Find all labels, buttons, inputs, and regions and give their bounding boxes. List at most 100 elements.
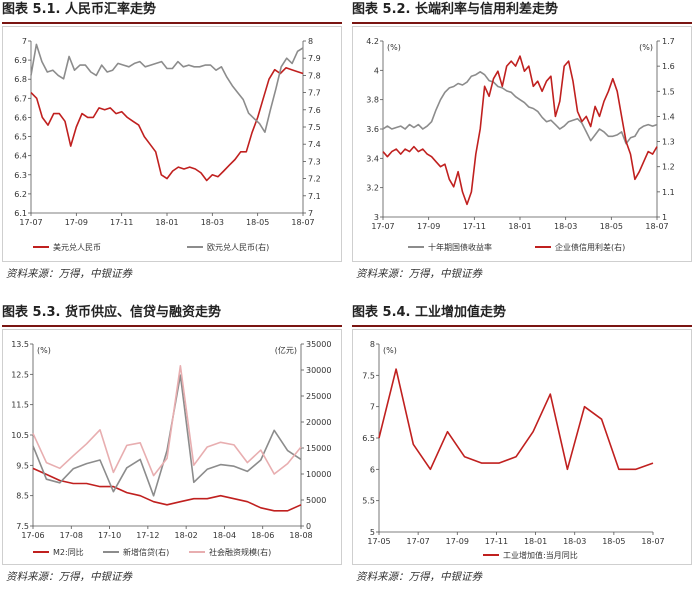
y-tick-label-left: 4 — [374, 66, 379, 75]
y-tick-label-right: 8 — [308, 37, 313, 46]
series-line-2 — [382, 55, 658, 206]
y-tick-label-left: 9.5 — [16, 461, 29, 470]
y-tick-label-left: 3.4 — [366, 154, 379, 163]
rates-spreads-chart: 3 3.2 3.4 3.6 3.8 4 4.2 1 1.1 1.2 1.3 1.4 1.5 1.6 1.7 (… — [366, 37, 675, 252]
y-tick-label-left: 3 — [374, 213, 379, 222]
legend-label: 工业增加值:当月同比 — [503, 550, 578, 560]
chart-title: 图表 5.2. 长端利率与信用利差走势 — [352, 0, 692, 24]
x-tick-label: 18-03 — [201, 218, 224, 227]
y-tick-label-left: 6.8 — [14, 75, 27, 84]
y-tick-label-left: 10.5 — [11, 431, 29, 440]
x-tick-label: 17-08 — [60, 531, 83, 540]
y-tick-label-left: 7 — [22, 37, 27, 46]
y-unit-left: (%) — [37, 346, 51, 355]
y-tick-label-right: 15000 — [306, 444, 331, 453]
series-line-1 — [382, 70, 658, 145]
y-tick-label-right: 7.6 — [308, 106, 321, 115]
y-tick-label-right: 7 — [308, 209, 313, 218]
source-note: 资料来源：万得，中银证券 — [356, 268, 482, 280]
x-tick-label: 17-11 — [485, 537, 508, 546]
series-line-1 — [30, 66, 304, 182]
chart-frame: 3 3.2 3.4 3.6 3.8 4 4.2 1 1.1 1.2 1.3 1.4 1.5 1.6 1.7 (… — [352, 26, 692, 262]
series-line-2 — [30, 43, 304, 133]
x-tick-label: 17-09 — [446, 537, 469, 546]
x-tick-label: 18-06 — [251, 531, 274, 540]
x-tick-label: 17-07 — [371, 222, 394, 231]
x-tick-label: 18-03 — [563, 537, 586, 546]
y-tick-label-left: 6.5 — [362, 434, 375, 443]
y-tick-label-left: 5.5 — [362, 497, 375, 506]
y-tick-label-left: 3.2 — [366, 184, 379, 193]
x-tick-label: 17-09 — [65, 218, 88, 227]
y-tick-label-right: 7.1 — [308, 192, 321, 201]
x-tick-label: 17-05 — [367, 537, 390, 546]
y-tick-label-right: 1.2 — [662, 163, 675, 172]
y-tick-label-right: 1.4 — [662, 112, 675, 121]
x-tick-label: 17-11 — [463, 222, 486, 231]
chart-frame: 5 5.5 6 6.5 7 7.5 8 (%) 17-05 17-07 17-09 17-11 18-0… — [352, 329, 692, 565]
y-tick-label-right: 5000 — [306, 496, 326, 505]
y-tick-label-left: 11.5 — [11, 401, 29, 410]
panel-rmb-exchange-rate: 图表 5.1. 人民币汇率走势 6.1 6.2 6.3 6.4 6.5 6.6 6.7 6.8… — [2, 0, 342, 290]
y-tick-label-left: 8 — [370, 340, 375, 349]
legend-label: 新增信贷(右) — [123, 547, 169, 557]
x-tick-label: 18-05 — [602, 537, 625, 546]
y-tick-label-right: 20000 — [306, 418, 331, 427]
x-tick-label: 18-05 — [600, 222, 623, 231]
chart-frame: 6.1 6.2 6.3 6.4 6.5 6.6 6.7 6.8 6.9 7 7 7.1 7.2 7.3 7.… — [2, 26, 342, 262]
y-tick-label-right: 7.2 — [308, 175, 321, 184]
x-tick-label: 18-03 — [554, 222, 577, 231]
y-tick-label-right: 7.4 — [308, 140, 321, 149]
y-tick-label-left: 6.4 — [14, 152, 27, 161]
x-tick-label: 17-06 — [21, 531, 44, 540]
panel-rates-and-spreads: 图表 5.2. 长端利率与信用利差走势 3 3.2 3.4 3.6 3.8 4 4.2 1 1.… — [352, 0, 692, 290]
x-tick-label: 18-04 — [213, 531, 236, 540]
y-tick-label-left: 6 — [370, 465, 375, 474]
x-tick-label: 18-05 — [246, 218, 269, 227]
x-tick-label: 18-02 — [175, 531, 198, 540]
legend-label: 十年期国债收益率 — [428, 242, 492, 252]
x-tick-label: 17-11 — [110, 218, 133, 227]
x-tick-label: 17-07 — [407, 537, 430, 546]
y-tick-label-left: 8.5 — [16, 492, 29, 501]
x-tick-label: 17-10 — [98, 531, 121, 540]
y-tick-label-right: 25000 — [306, 392, 331, 401]
y-tick-label-left: 5 — [370, 528, 375, 537]
x-tick-label: 18-07 — [641, 537, 664, 546]
source-note: 资料来源：万得，中银证券 — [356, 571, 482, 583]
y-tick-label-right: 30000 — [306, 366, 331, 375]
series-line-1 — [378, 368, 654, 471]
y-tick-label-left: 6.1 — [14, 209, 27, 218]
y-tick-label-right: 7.3 — [308, 157, 321, 166]
y-tick-label-left: 7 — [370, 403, 375, 412]
x-tick-label: 18-01 — [524, 537, 547, 546]
y-tick-label-right: 35000 — [306, 340, 331, 349]
y-tick-label-left: 7.5 — [16, 522, 29, 531]
x-tick-label: 17-07 — [19, 218, 42, 227]
y-tick-label-left: 6.9 — [14, 56, 27, 65]
y-tick-label-left: 6.2 — [14, 190, 27, 199]
y-tick-label-right: 0 — [306, 522, 311, 531]
x-tick-label: 18-07 — [291, 218, 314, 227]
series-line-2 — [32, 374, 302, 497]
y-tick-label-right: 1 — [662, 213, 667, 222]
y-tick-label-right: 7.5 — [308, 123, 321, 132]
y-tick-label-right: 1.1 — [662, 188, 675, 197]
series-line-1 — [32, 467, 302, 512]
y-tick-label-right: 1.5 — [662, 87, 675, 96]
x-tick-label: 18-01 — [508, 222, 531, 231]
legend-label: 企业债信用利差(右) — [555, 242, 625, 252]
y-tick-label-right: 1.7 — [662, 37, 675, 46]
x-tick-label: 18-08 — [289, 531, 312, 540]
x-tick-label: 17-09 — [417, 222, 440, 231]
y-unit-left: (%) — [383, 346, 397, 355]
legend-label: 美元兑人民币 — [53, 242, 101, 252]
y-unit-right: (亿元) — [275, 345, 297, 355]
y-tick-label-left: 4.2 — [366, 37, 379, 46]
y-tick-label-left: 3.8 — [366, 96, 379, 105]
legend-label: 社会融资规模(右) — [209, 547, 271, 557]
y-tick-label-left: 6.3 — [14, 171, 27, 180]
x-tick-label: 18-01 — [155, 218, 178, 227]
y-tick-label-left: 3.6 — [366, 125, 379, 134]
y-tick-label-left: 7.5 — [362, 371, 375, 380]
